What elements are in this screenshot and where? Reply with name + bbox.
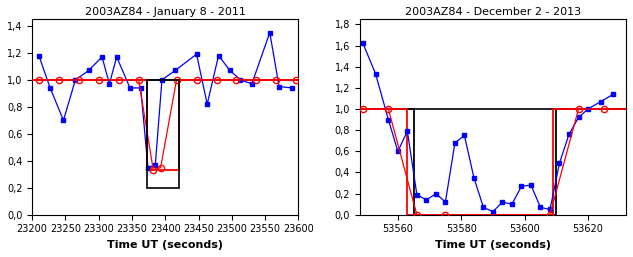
Title: 2003AZ84 - January 8 - 2011: 2003AZ84 - January 8 - 2011 bbox=[85, 7, 246, 17]
Title: 2003AZ84 - December 2 - 2013: 2003AZ84 - December 2 - 2013 bbox=[405, 7, 581, 17]
Bar bbox=[147, 80, 179, 188]
X-axis label: Time UT (seconds): Time UT (seconds) bbox=[435, 240, 551, 250]
X-axis label: Time UT (seconds): Time UT (seconds) bbox=[107, 240, 223, 250]
